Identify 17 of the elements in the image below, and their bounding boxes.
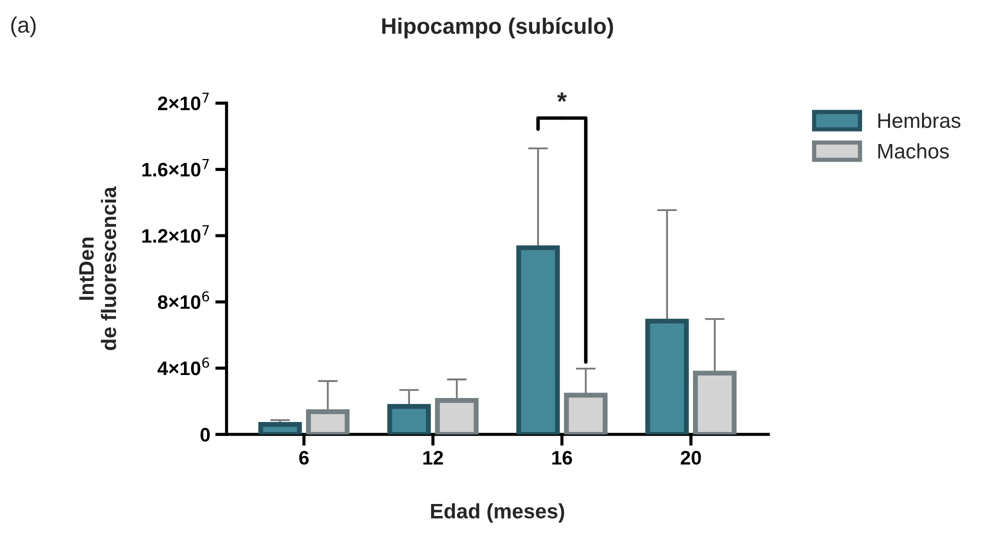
- y-tick-label: 1.6×10$^{7}$: [142, 158, 209, 177]
- x-tick-label: 12: [423, 450, 443, 464]
- x-axis-title: Edad (meses): [431, 503, 564, 523]
- legend-label: Hembras: [878, 112, 960, 128]
- x-tick-label: 6: [299, 450, 309, 465]
- legend-label: Machos: [878, 143, 949, 159]
- y-axis-title: IntDen de fluorescencia: [79, 186, 116, 350]
- y-tick-label: 2×10$^{7}$: [158, 92, 209, 110]
- y-tick-label: 0: [200, 428, 210, 442]
- y-tick-label: 4×10$^{6}$: [158, 358, 210, 376]
- y-tick-label: 8×10$^{6}$: [158, 291, 210, 309]
- chart-title: Hipocampo (subículo): [382, 17, 613, 38]
- y-tick-label: 1.2×10$^{7}$: [142, 225, 209, 243]
- text: *: [557, 92, 567, 102]
- text: (a): [11, 16, 36, 38]
- x-tick-label: 16: [552, 450, 572, 465]
- x-tick-label: 20: [680, 450, 701, 465]
